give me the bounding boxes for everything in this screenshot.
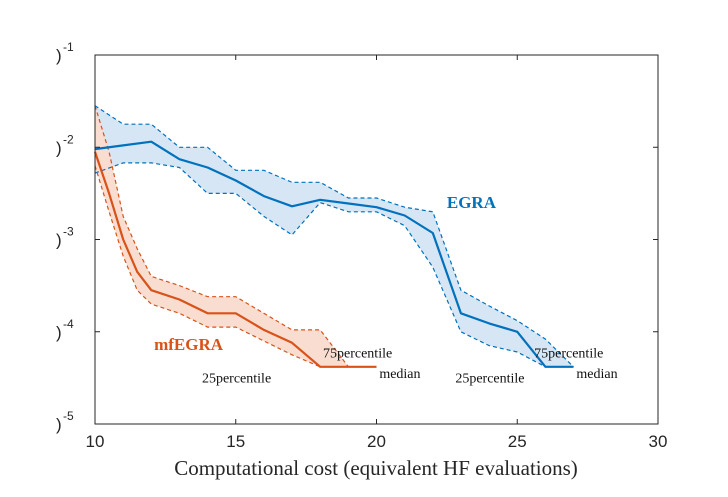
annotation-label: 25percentile bbox=[202, 371, 271, 386]
plot-area bbox=[95, 55, 658, 424]
y-tick-label-exponent: -2 bbox=[63, 132, 74, 146]
y-tick-label-exponent: -3 bbox=[63, 225, 74, 239]
mfegra-25percentile-line bbox=[94, 165, 377, 368]
egra-label: EGRA bbox=[447, 193, 497, 212]
egra-75percentile-line bbox=[94, 105, 574, 368]
mfegra-median-line bbox=[93, 151, 377, 368]
mfegra-iqr-band bbox=[95, 105, 377, 367]
annotation-label: 75percentile bbox=[323, 347, 392, 362]
y-tick-label-base: ) bbox=[56, 415, 62, 434]
y-tick-label-exponent: -1 bbox=[63, 40, 74, 54]
x-axis-label: Computational cost (equivalent HF evalua… bbox=[174, 456, 578, 480]
mfegra-label: mfEGRA bbox=[154, 335, 224, 354]
mfegra-75percentile-line bbox=[94, 105, 377, 368]
x-tick-label: 10 bbox=[86, 432, 105, 451]
egra-median-line bbox=[94, 140, 574, 368]
annotation-label: 25percentile bbox=[455, 371, 524, 386]
y-tick-label-exponent: -5 bbox=[63, 409, 74, 423]
y-tick-label-exponent: -4 bbox=[63, 317, 74, 331]
y-tick-label-base: ) bbox=[56, 323, 62, 342]
x-tick-label: 20 bbox=[367, 432, 386, 451]
y-tick-label-base: ) bbox=[56, 46, 62, 65]
annotation-label: 75percentile bbox=[534, 347, 603, 362]
x-tick-label: 30 bbox=[649, 432, 668, 451]
x-tick-label: 15 bbox=[226, 432, 245, 451]
x-tick-label: 25 bbox=[508, 432, 527, 451]
annotation-label: median bbox=[379, 367, 420, 382]
egra-25percentile-line bbox=[94, 162, 574, 368]
annotation-label: median bbox=[576, 367, 617, 382]
y-tick-label-base: ) bbox=[56, 138, 62, 157]
y-tick-label-base: ) bbox=[56, 231, 62, 250]
